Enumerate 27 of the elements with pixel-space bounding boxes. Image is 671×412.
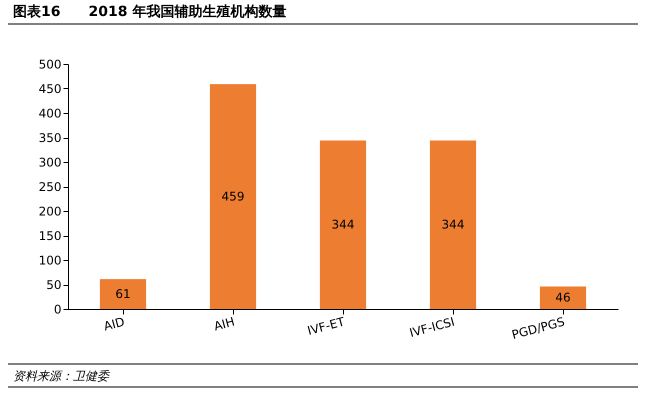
chart-title: 图表16 2018 年我国辅助生殖机构数量 xyxy=(13,4,286,20)
bar xyxy=(540,286,586,309)
data-label: 61 xyxy=(115,287,131,302)
y-tick-label: 100 xyxy=(38,254,62,268)
y-tick-label: 250 xyxy=(38,180,62,194)
bar xyxy=(320,140,366,309)
bar xyxy=(210,84,256,309)
data-label: 459 xyxy=(222,190,244,204)
x-tick-label: IVF-ET xyxy=(306,314,347,338)
y-tick-label: 200 xyxy=(38,204,62,218)
data-label: 46 xyxy=(555,290,571,305)
y-tick-label: 0 xyxy=(54,302,62,316)
y-tick-label: 50 xyxy=(46,278,62,292)
data-label: 344 xyxy=(332,218,354,232)
y-tick-label: 500 xyxy=(38,58,62,72)
y-tick-label: 450 xyxy=(38,82,62,96)
bar xyxy=(430,140,476,309)
data-label: 344 xyxy=(442,218,464,232)
y-tick-label: 300 xyxy=(38,156,62,170)
x-tick-label: AID xyxy=(102,314,126,334)
x-tick-label: IVF-ICSI xyxy=(408,314,456,340)
bar xyxy=(100,279,146,309)
y-tick-label: 400 xyxy=(38,106,62,120)
y-tick-label: 350 xyxy=(38,131,62,145)
y-tick-label: 150 xyxy=(38,229,62,243)
x-tick-label: AIH xyxy=(212,314,236,334)
text: 资料来源：卫健委 xyxy=(13,369,111,383)
